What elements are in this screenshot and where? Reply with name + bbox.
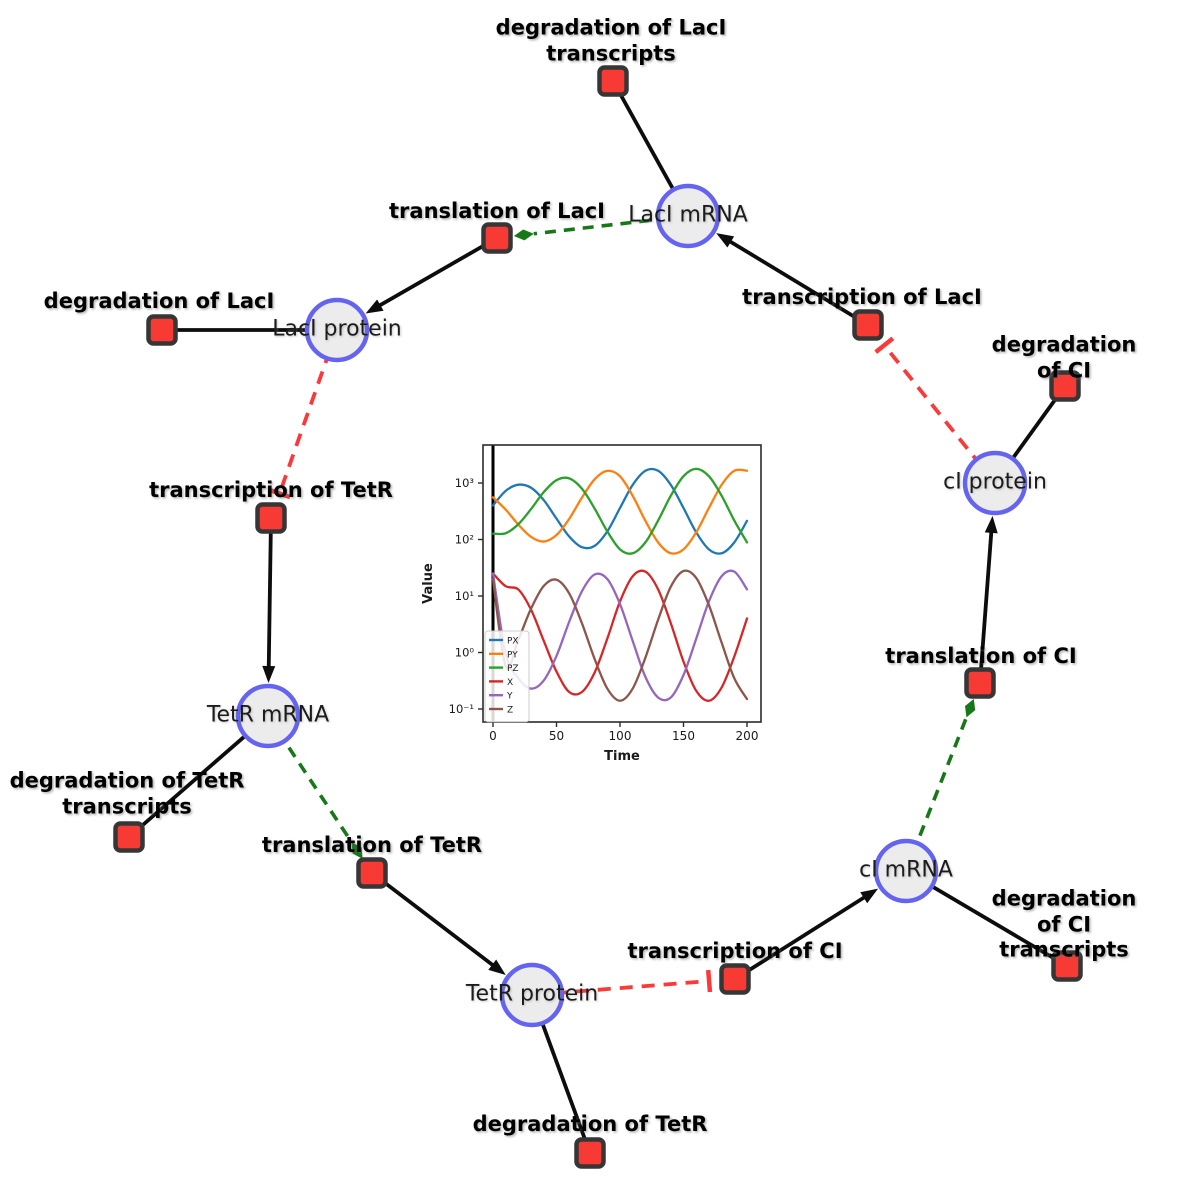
chart-series-Z: [491, 569, 749, 702]
chart-ytick-1: 10⁰: [455, 646, 475, 660]
chart-xtick-200: 200: [736, 729, 759, 743]
reaction-node-transcr_ci[interactable]: [719, 963, 751, 995]
species-node-tetr_mrna[interactable]: [235, 683, 301, 749]
chart-series-PY: [491, 468, 749, 555]
reaction-node-transcr_tetr[interactable]: [255, 502, 287, 534]
reaction-node-deg_laci_tx[interactable]: [597, 65, 629, 97]
chart-legend-label-PX: PX: [507, 637, 519, 647]
reaction-node-deg_ci_tx[interactable]: [1051, 950, 1083, 982]
reaction-node-deg_tetr[interactable]: [574, 1137, 606, 1169]
reaction-node-transl_tetr[interactable]: [356, 857, 388, 889]
edge-transl_tetr-tetr_protein: [370, 871, 506, 975]
species-node-ci_mrna[interactable]: [873, 838, 939, 904]
edge-transcr_ci-ci_mrna: [733, 888, 879, 981]
chart-xlabel: Time: [604, 749, 640, 764]
chart-legend-label-Z: Z: [507, 706, 513, 716]
chart-legend: PX PY PZ XYZ: [484, 630, 530, 723]
simulation-chart-panel: 0 50 100 150 200 10⁻¹ 10⁰ 10¹ 10² 10³ Time Value PX P…: [420, 425, 780, 765]
edge-transcr_laci-laci_mrna: [716, 233, 869, 327]
chart-ytick-10: 10¹: [455, 589, 474, 603]
chart-legend-label-PZ: PZ: [507, 664, 519, 674]
edge-transcr_tetr-tetr_mrna: [262, 517, 276, 684]
reaction-node-deg_ci[interactable]: [1049, 370, 1081, 402]
chart-series-PX: [491, 467, 749, 555]
simulation-chart: 0 50 100 150 20010⁻¹10⁰10¹10²10³TimeValuePXP…: [421, 444, 762, 764]
chart-xtick-100: 100: [609, 729, 632, 743]
species-node-tetr_protein[interactable]: [499, 962, 565, 1028]
reaction-node-deg_tetr_tx[interactable]: [113, 821, 145, 853]
chart-frame: [482, 444, 762, 723]
species-node-laci_protein[interactable]: [304, 297, 370, 363]
chart-xtick-50: 50: [549, 729, 564, 743]
chart-ylabel: Value: [421, 563, 436, 604]
chart-legend-label-Y: Y: [506, 692, 513, 702]
species-node-laci_mrna[interactable]: [655, 183, 721, 249]
chart-series-PZ: [491, 467, 749, 555]
edge-transl_ci-ci_protein: [978, 515, 998, 684]
chart-ytick-0.1: 10⁻¹: [449, 702, 474, 716]
chart-legend-label-X: X: [507, 678, 513, 688]
chart-ytick-100: 10²: [455, 533, 474, 547]
chart-xtick-150: 150: [672, 729, 695, 743]
chart-ytick-1000: 10³: [455, 476, 475, 490]
reaction-node-deg_laci[interactable]: [146, 314, 178, 346]
species-node-ci_protein[interactable]: [962, 450, 1028, 516]
edge-transl_laci-laci_protein: [365, 236, 498, 314]
chart-xtick-0: 0: [489, 729, 497, 743]
reaction-node-transcr_laci[interactable]: [852, 309, 884, 341]
nodes-layer: [113, 65, 1083, 1169]
reaction-node-transl_ci[interactable]: [964, 667, 996, 699]
reaction-node-transl_laci[interactable]: [481, 222, 513, 254]
chart-legend-label-PY: PY: [507, 650, 518, 660]
chart-series-Y: [491, 569, 749, 702]
